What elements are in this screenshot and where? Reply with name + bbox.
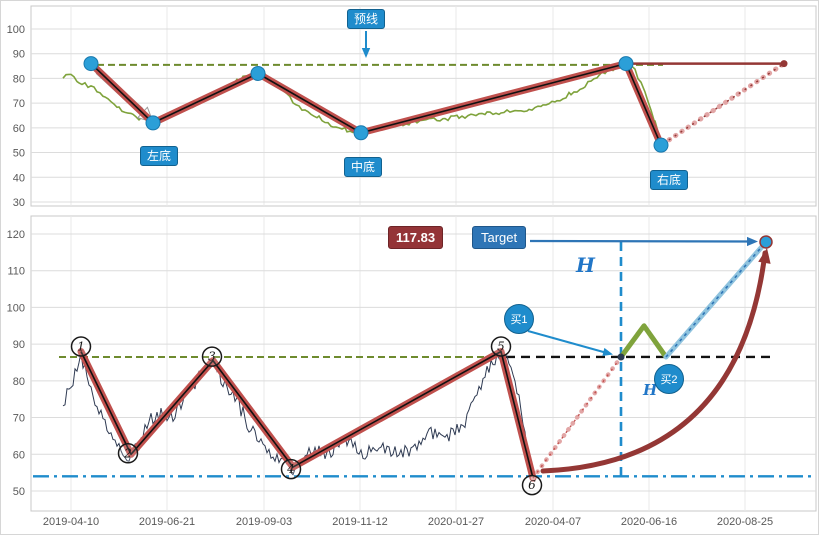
target-label-badge: Target: [472, 226, 527, 249]
svg-text:50: 50: [13, 148, 25, 160]
right-bottom-badge: 右底: [650, 170, 689, 190]
svg-text:90: 90: [13, 49, 25, 61]
svg-text:60: 60: [13, 449, 25, 461]
svg-text:100: 100: [7, 24, 25, 36]
svg-text:2019-11-12: 2019-11-12: [332, 516, 387, 528]
svg-text:5: 5: [497, 339, 505, 353]
svg-text:80: 80: [13, 73, 25, 85]
svg-text:80: 80: [13, 376, 25, 388]
svg-text:30: 30: [13, 197, 25, 209]
svg-text:3: 3: [208, 350, 216, 364]
svg-text:70: 70: [13, 98, 25, 110]
svg-text:2020-04-07: 2020-04-07: [525, 516, 581, 528]
svg-text:120: 120: [7, 229, 25, 241]
buy2-bubble: 买2: [654, 364, 684, 394]
svg-text:2020-08-25: 2020-08-25: [717, 516, 773, 528]
svg-text:4: 4: [286, 462, 295, 476]
svg-text:2019-09-03: 2019-09-03: [236, 516, 292, 528]
neckline-badge: 预线: [347, 9, 386, 29]
svg-text:60: 60: [13, 123, 25, 135]
svg-text:2019-06-21: 2019-06-21: [139, 516, 195, 528]
buy1-bubble: 买1: [504, 304, 534, 334]
svg-text:2020-01-27: 2020-01-27: [428, 516, 484, 528]
svg-text:2019-04-10: 2019-04-10: [43, 516, 99, 528]
svg-text:1: 1: [77, 339, 85, 353]
pullback-height-label: H: [643, 381, 658, 399]
svg-text:110: 110: [7, 266, 25, 278]
svg-text:90: 90: [13, 339, 25, 351]
middle-bottom-badge: 中底: [344, 157, 383, 177]
svg-text:70: 70: [13, 413, 25, 425]
svg-text:40: 40: [13, 172, 25, 184]
target-price-badge: 117.83: [388, 226, 444, 249]
svg-text:6: 6: [528, 478, 536, 492]
svg-text:2020-06-16: 2020-06-16: [621, 516, 677, 528]
svg-text:50: 50: [13, 486, 25, 498]
svg-text:100: 100: [7, 302, 25, 314]
height-label: H: [576, 253, 595, 277]
svg-text:2: 2: [123, 446, 132, 460]
left-bottom-badge: 左底: [140, 146, 179, 166]
